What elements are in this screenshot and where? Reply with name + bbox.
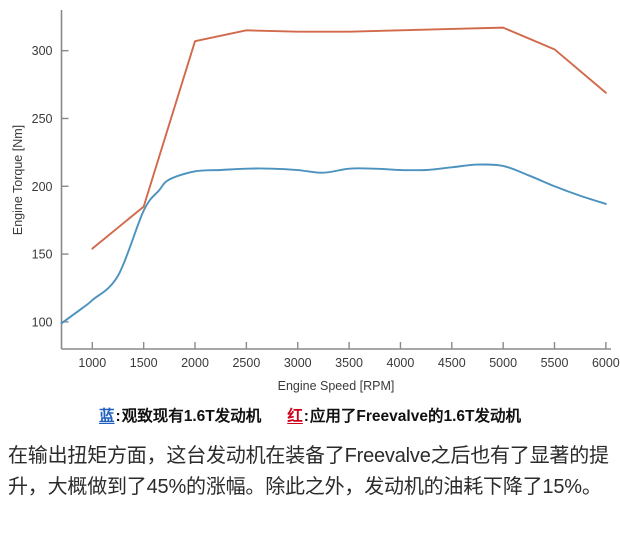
x-tick-label: 5500 bbox=[541, 356, 569, 370]
y-axis-ticks: 100 150 200 250 300 bbox=[32, 44, 69, 329]
x-axis-ticks: 1000 1500 2000 2500 3000 3500 4000 4500 5000 5500… bbox=[78, 342, 620, 370]
x-tick-label: 2500 bbox=[232, 356, 260, 370]
chart-legend: 蓝:观致现有1.6T发动机 红:应用了Freevalve的1.6T发动机 bbox=[0, 404, 620, 426]
y-tick-label: 200 bbox=[32, 180, 53, 194]
torque-chart-svg: 100 150 200 250 300 1000 1500 2000 2500 3000 3500… bbox=[11, 10, 620, 393]
y-tick-label: 250 bbox=[32, 112, 53, 126]
x-tick-label: 2000 bbox=[181, 356, 209, 370]
legend-label-blue: 观致现有1.6T发动机 bbox=[121, 408, 262, 425]
y-axis-title: Engine Torque [Nm] bbox=[11, 125, 25, 235]
x-tick-label: 3000 bbox=[284, 356, 312, 370]
article-paragraph: 在输出扭矩方面，这台发动机在装备了Freevalve之后也有了显著的提升，大概做… bbox=[8, 445, 609, 498]
x-axis-title: Engine Speed [RPM] bbox=[278, 379, 395, 393]
x-tick-label: 1500 bbox=[130, 356, 158, 370]
x-tick-label: 5000 bbox=[489, 356, 517, 370]
x-tick-label: 4500 bbox=[438, 356, 466, 370]
torque-chart: 100 150 200 250 300 1000 1500 2000 2500 3000 3500… bbox=[11, 10, 620, 393]
legend-key-red: 红 bbox=[287, 408, 303, 425]
x-tick-label: 1000 bbox=[78, 356, 106, 370]
legend-item-blue: 蓝:观致现有1.6T发动机 bbox=[99, 404, 261, 426]
x-tick-label: 4000 bbox=[387, 356, 415, 370]
legend-separator-blue: : bbox=[115, 408, 121, 425]
legend-separator-red: : bbox=[303, 408, 309, 425]
legend-item-red: 红:应用了Freevalve的1.6T发动机 bbox=[287, 404, 521, 426]
legend-label-red: 应用了Freevalve的1.6T发动机 bbox=[309, 408, 521, 425]
y-tick-label: 100 bbox=[32, 315, 53, 329]
series-line-red bbox=[91, 26, 607, 250]
series-group bbox=[60, 26, 607, 325]
series-line-blue bbox=[60, 163, 607, 325]
y-tick-label: 150 bbox=[32, 248, 53, 262]
y-tick-label: 300 bbox=[32, 44, 53, 58]
x-tick-label: 3500 bbox=[335, 356, 363, 370]
x-tick-label: 6000 bbox=[592, 356, 620, 370]
legend-key-blue: 蓝 bbox=[99, 408, 115, 425]
